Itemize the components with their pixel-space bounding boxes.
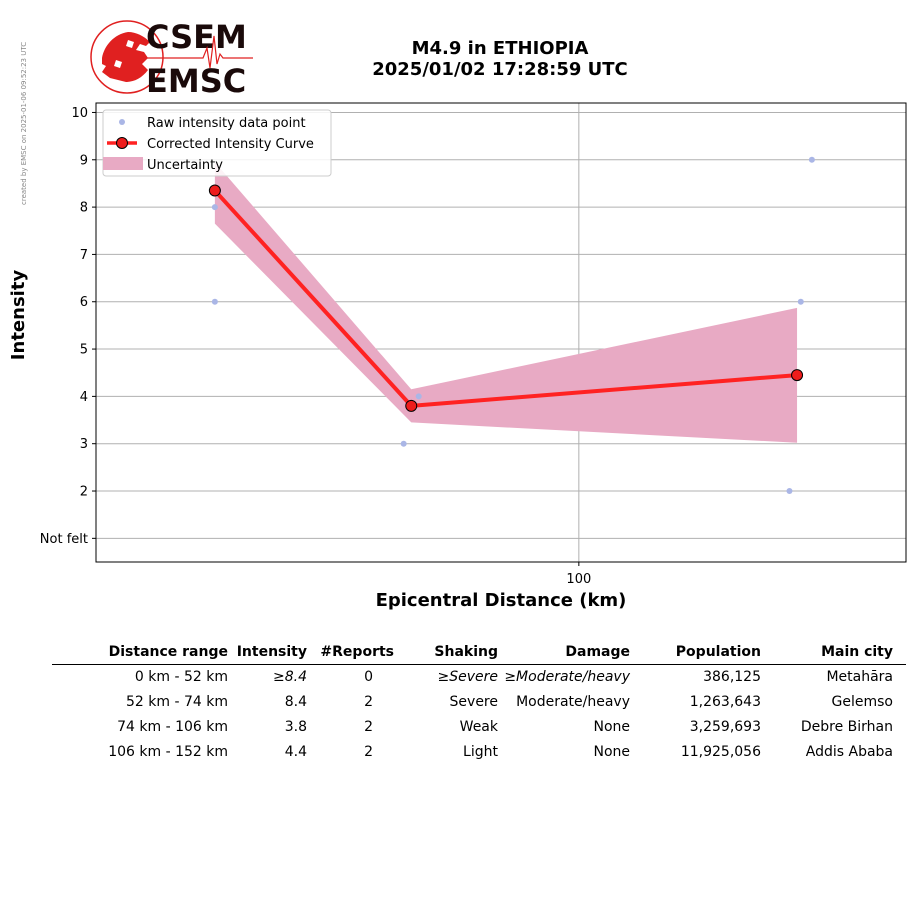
- chart-title-time: 2025/01/02 17:28:59 UTC: [372, 59, 628, 80]
- cell-damage: ≥Moderate/heavy: [504, 669, 630, 685]
- table-header-row: Distance range Intensity #Reports Shakin…: [52, 640, 906, 665]
- chart-title-event: M4.9 in ETHIOPIA: [411, 38, 589, 59]
- cell-damage: None: [593, 719, 630, 735]
- raw-data-point: [786, 488, 793, 495]
- cell-reports: 2: [364, 719, 373, 735]
- svg-text:CSEM: CSEM: [146, 18, 247, 56]
- cell-intensity: 4.4: [284, 744, 307, 760]
- raw-data-point: [415, 393, 422, 400]
- intensity-curve-point: [405, 399, 418, 412]
- cell-range: 74 km - 106 km: [117, 719, 228, 735]
- y-tick-label: 2: [80, 485, 88, 500]
- cell-city: Addis Ababa: [805, 744, 893, 760]
- cell-reports: 2: [364, 694, 373, 710]
- cell-shaking: Light: [463, 744, 498, 760]
- csem-emsc-logo: CSEM EMSC: [90, 18, 253, 98]
- header-reports: #Reports: [320, 644, 394, 660]
- cell-city: Metahāra: [826, 669, 893, 685]
- intensity-chart: Not felt 2 3 4 5 6 7 8 9 10 100 Raw intensity data…: [40, 102, 907, 587]
- cell-shaking: Severe: [449, 694, 498, 710]
- raw-data-point: [211, 204, 218, 211]
- cell-population: 1,263,643: [689, 694, 761, 710]
- legend-curve-marker: [116, 137, 128, 149]
- y-axis-label: Intensity: [8, 269, 29, 361]
- y-tick-label: 8: [80, 201, 88, 216]
- table-row: 52 km - 74 km 8.4 2 Severe Moderate/heav…: [52, 690, 906, 715]
- y-tick-label: 3: [80, 437, 88, 452]
- raw-data-point: [808, 156, 815, 163]
- header-distance-range: Distance range: [108, 644, 228, 660]
- intensity-table: Distance range Intensity #Reports Shakin…: [52, 640, 906, 765]
- uncertainty-band: [214, 162, 798, 443]
- intensity-curve-point: [791, 369, 804, 382]
- cell-shaking: Weak: [459, 719, 498, 735]
- chart-title: M4.9 in ETHIOPIA 2025/01/02 17:28:59 UTC: [300, 38, 700, 80]
- cell-reports: 2: [364, 744, 373, 760]
- legend-raw-marker: [119, 119, 125, 125]
- cell-intensity: 8.4: [284, 694, 307, 710]
- y-tick-label: 9: [80, 153, 88, 168]
- intensity-curve-point: [208, 184, 221, 197]
- cell-population: 386,125: [703, 669, 761, 685]
- cell-population: 11,925,056: [680, 744, 761, 760]
- cell-range: 52 km - 74 km: [126, 694, 228, 710]
- header-damage: Damage: [565, 644, 630, 660]
- legend-uncertainty-swatch: [103, 157, 143, 170]
- cell-intensity: ≥8.4: [273, 669, 307, 685]
- x-axis-label: Epicentral Distance (km): [375, 590, 627, 611]
- legend-raw-label: Raw intensity data point: [147, 116, 306, 131]
- cell-city: Debre Birhan: [800, 719, 893, 735]
- cell-intensity: 3.8: [284, 719, 307, 735]
- header-intensity: Intensity: [236, 644, 307, 660]
- y-tick-label: 10: [71, 106, 88, 121]
- y-tick-label: 5: [80, 343, 88, 358]
- table-row: 106 km - 152 km 4.4 2 Light None 11,925,…: [52, 740, 906, 765]
- raw-data-point: [797, 298, 804, 305]
- cell-range: 0 km - 52 km: [134, 669, 228, 685]
- raw-data-point: [400, 440, 407, 447]
- table-row: 0 km - 52 km ≥8.4 0 ≥Severe ≥Moderate/he…: [52, 665, 906, 690]
- legend-curve-label: Corrected Intensity Curve: [147, 137, 314, 152]
- header-population: Population: [675, 644, 761, 660]
- cell-city: Gelemso: [831, 694, 893, 710]
- raw-data-point: [211, 298, 218, 305]
- svg-text:EMSC: EMSC: [146, 62, 246, 98]
- plot-frame: [95, 102, 907, 563]
- header-shaking: Shaking: [434, 644, 498, 660]
- cell-range: 106 km - 152 km: [108, 744, 228, 760]
- cell-damage: None: [593, 744, 630, 760]
- legend-uncertainty-label: Uncertainty: [147, 158, 223, 173]
- y-tick-label: 7: [80, 248, 88, 263]
- y-tick-label: 4: [80, 390, 88, 405]
- legend-box: [102, 109, 332, 177]
- y-tick-label: 6: [80, 295, 88, 310]
- cell-reports: 0: [364, 669, 373, 685]
- cell-population: 3,259,693: [689, 719, 761, 735]
- legend: Raw intensity data point Corrected Inten…: [102, 109, 332, 177]
- table-row: 74 km - 106 km 3.8 2 Weak None 3,259,693…: [52, 715, 906, 740]
- header-main-city: Main city: [821, 644, 893, 660]
- cell-shaking: ≥Severe: [437, 669, 499, 685]
- y-tick-label: Not felt: [40, 532, 88, 547]
- x-tick-label: 100: [566, 572, 591, 587]
- cell-damage: Moderate/heavy: [516, 694, 630, 710]
